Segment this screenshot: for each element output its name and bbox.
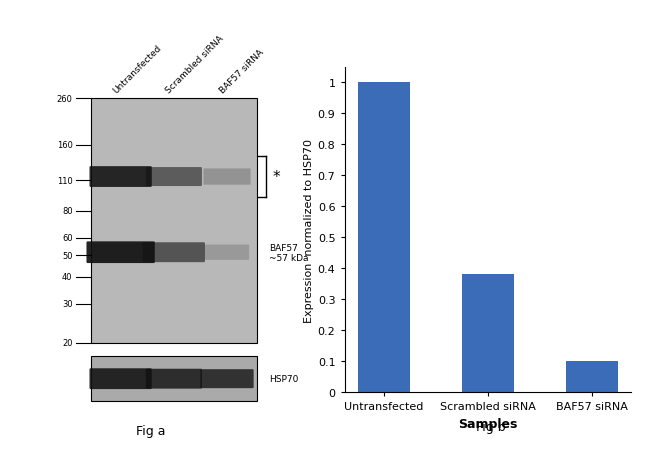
X-axis label: Samples: Samples (458, 417, 517, 430)
FancyBboxPatch shape (205, 245, 249, 260)
Text: BAF57 siRNA: BAF57 siRNA (218, 47, 265, 95)
Text: 110: 110 (57, 176, 73, 185)
Bar (358, 83, 410, 392)
Text: Fig a: Fig a (136, 424, 166, 437)
Text: 260: 260 (57, 95, 73, 104)
Text: Untransfected: Untransfected (111, 43, 163, 95)
Text: 50: 50 (62, 251, 73, 260)
Text: 80: 80 (62, 207, 73, 216)
FancyBboxPatch shape (146, 369, 202, 389)
Bar (566, 361, 618, 392)
Text: BAF57
~57 kDa: BAF57 ~57 kDa (269, 243, 309, 262)
FancyBboxPatch shape (90, 167, 151, 188)
Bar (462, 275, 514, 392)
Text: 20: 20 (62, 338, 73, 347)
Text: Fig b: Fig b (476, 420, 506, 433)
Bar (91, 356, 257, 401)
Text: 30: 30 (62, 300, 73, 309)
Text: 160: 160 (57, 141, 73, 150)
FancyBboxPatch shape (200, 369, 254, 388)
Text: Scrambled siRNA: Scrambled siRNA (164, 33, 226, 95)
FancyBboxPatch shape (203, 169, 251, 185)
Bar (91, 99, 257, 343)
FancyBboxPatch shape (146, 168, 202, 187)
FancyBboxPatch shape (143, 243, 205, 262)
Y-axis label: Expression  normalized to HSP70: Expression normalized to HSP70 (304, 138, 313, 322)
FancyBboxPatch shape (90, 368, 151, 389)
Text: 60: 60 (62, 234, 73, 243)
Text: 40: 40 (62, 272, 73, 281)
FancyBboxPatch shape (86, 242, 155, 263)
Text: *: * (272, 170, 280, 184)
Text: HSP70: HSP70 (269, 374, 298, 383)
